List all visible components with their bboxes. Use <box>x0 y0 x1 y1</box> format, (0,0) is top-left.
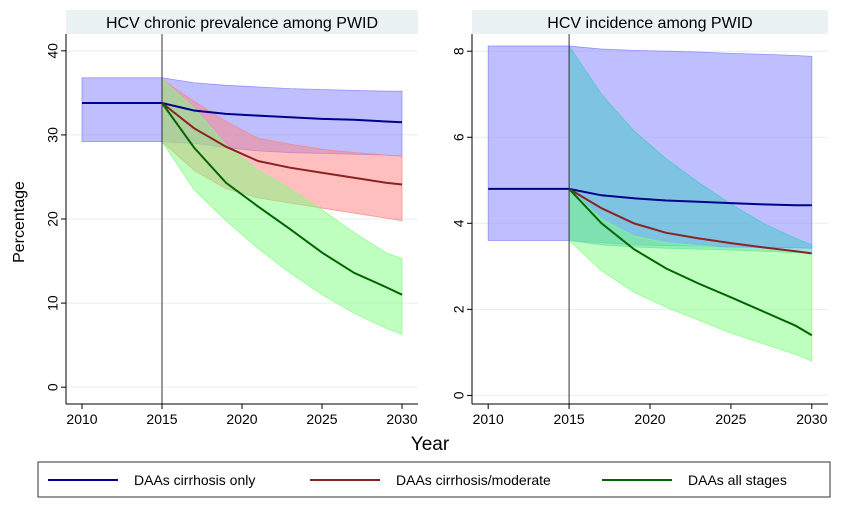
prevalence-line-daas-all-stages <box>161 102 403 296</box>
legend: DAAs cirrhosis only DAAs cirrhosis/moder… <box>37 461 831 498</box>
prevalence-band-daas-all-stages <box>161 78 403 335</box>
prevalence-line-daas-cirrhosis-only <box>82 102 403 124</box>
prevalence-lines <box>82 102 403 296</box>
legend-label-cirrhosis-moderate: DAAs cirrhosis/moderate <box>396 472 551 488</box>
incidence-line-daas-cirrhosis-only <box>488 187 812 207</box>
incidence-y-tick-label-6: 6 <box>451 133 467 141</box>
prevalence-y-tick-label-0: 0 <box>45 383 61 391</box>
prevalence-y-ticks: 0 10 20 30 40 <box>45 43 66 391</box>
legend-box <box>37 461 831 498</box>
prevalence-title-bar <box>66 10 418 34</box>
prevalence-panel: HCV chronic prevalence among PWID 010203… <box>11 10 418 427</box>
prevalence-x-tick-label-2030: 2030 <box>386 411 417 427</box>
incidence-line-daas-all-stages <box>568 188 813 337</box>
prevalence-line-daas-cirrhosis-moderate <box>161 102 403 186</box>
prevalence-x-tick-label-2025: 2025 <box>306 411 337 427</box>
legend-entry-cirrhosis-only: DAAs cirrhosis only <box>48 472 255 488</box>
prevalence-y-tick-label-30: 30 <box>45 127 61 143</box>
incidence-y-tick-label-0: 0 <box>451 391 467 399</box>
prevalence-y-tick-label-40: 40 <box>45 43 61 59</box>
prevalence-y-axis-label: Percentage <box>11 181 28 263</box>
incidence-x-tick-label-2025: 2025 <box>715 411 746 427</box>
prevalence-x-ticks: 2010 2015 2020 2025 2030 <box>66 404 418 427</box>
legend-label-cirrhosis-only: DAAs cirrhosis only <box>134 472 255 488</box>
x-axis-label: Year <box>411 434 450 455</box>
incidence-title: HCV incidence among PWID <box>547 15 752 32</box>
prevalence-y-tick-label-10: 10 <box>45 295 61 311</box>
incidence-lines <box>488 187 813 337</box>
incidence-title-bar <box>472 10 828 34</box>
prevalence-x-tick-label-2010: 2010 <box>66 411 97 427</box>
prevalence-y-tick-label-20: 20 <box>45 211 61 227</box>
incidence-line-daas-cirrhosis-moderate <box>568 188 812 255</box>
legend-entry-all-stages: DAAs all stages <box>602 472 787 488</box>
incidence-y-ticks: 0 2 4 6 8 <box>451 47 472 399</box>
prevalence-title: HCV chronic prevalence among PWID <box>106 15 378 32</box>
incidence-x-tick-label-2015: 2015 <box>554 411 585 427</box>
incidence-band-daas-all-stages <box>568 187 813 362</box>
prevalence-x-tick-label-2015: 2015 <box>146 411 177 427</box>
legend-entry-cirrhosis-moderate: DAAs cirrhosis/moderate <box>310 472 551 488</box>
incidence-y-tick-label-8: 8 <box>451 47 467 55</box>
incidence-x-ticks: 2010 2015 2020 2025 2030 <box>473 404 828 427</box>
legend-label-all-stages: DAAs all stages <box>688 472 787 488</box>
prevalence-x-tick-label-2020: 2020 <box>226 411 257 427</box>
incidence-x-tick-label-2030: 2030 <box>796 411 827 427</box>
incidence-x-tick-label-2010: 2010 <box>473 411 504 427</box>
incidence-y-tick-label-2: 2 <box>451 305 467 313</box>
incidence-x-tick-label-2020: 2020 <box>634 411 665 427</box>
incidence-y-tick-label-4: 4 <box>451 219 467 227</box>
